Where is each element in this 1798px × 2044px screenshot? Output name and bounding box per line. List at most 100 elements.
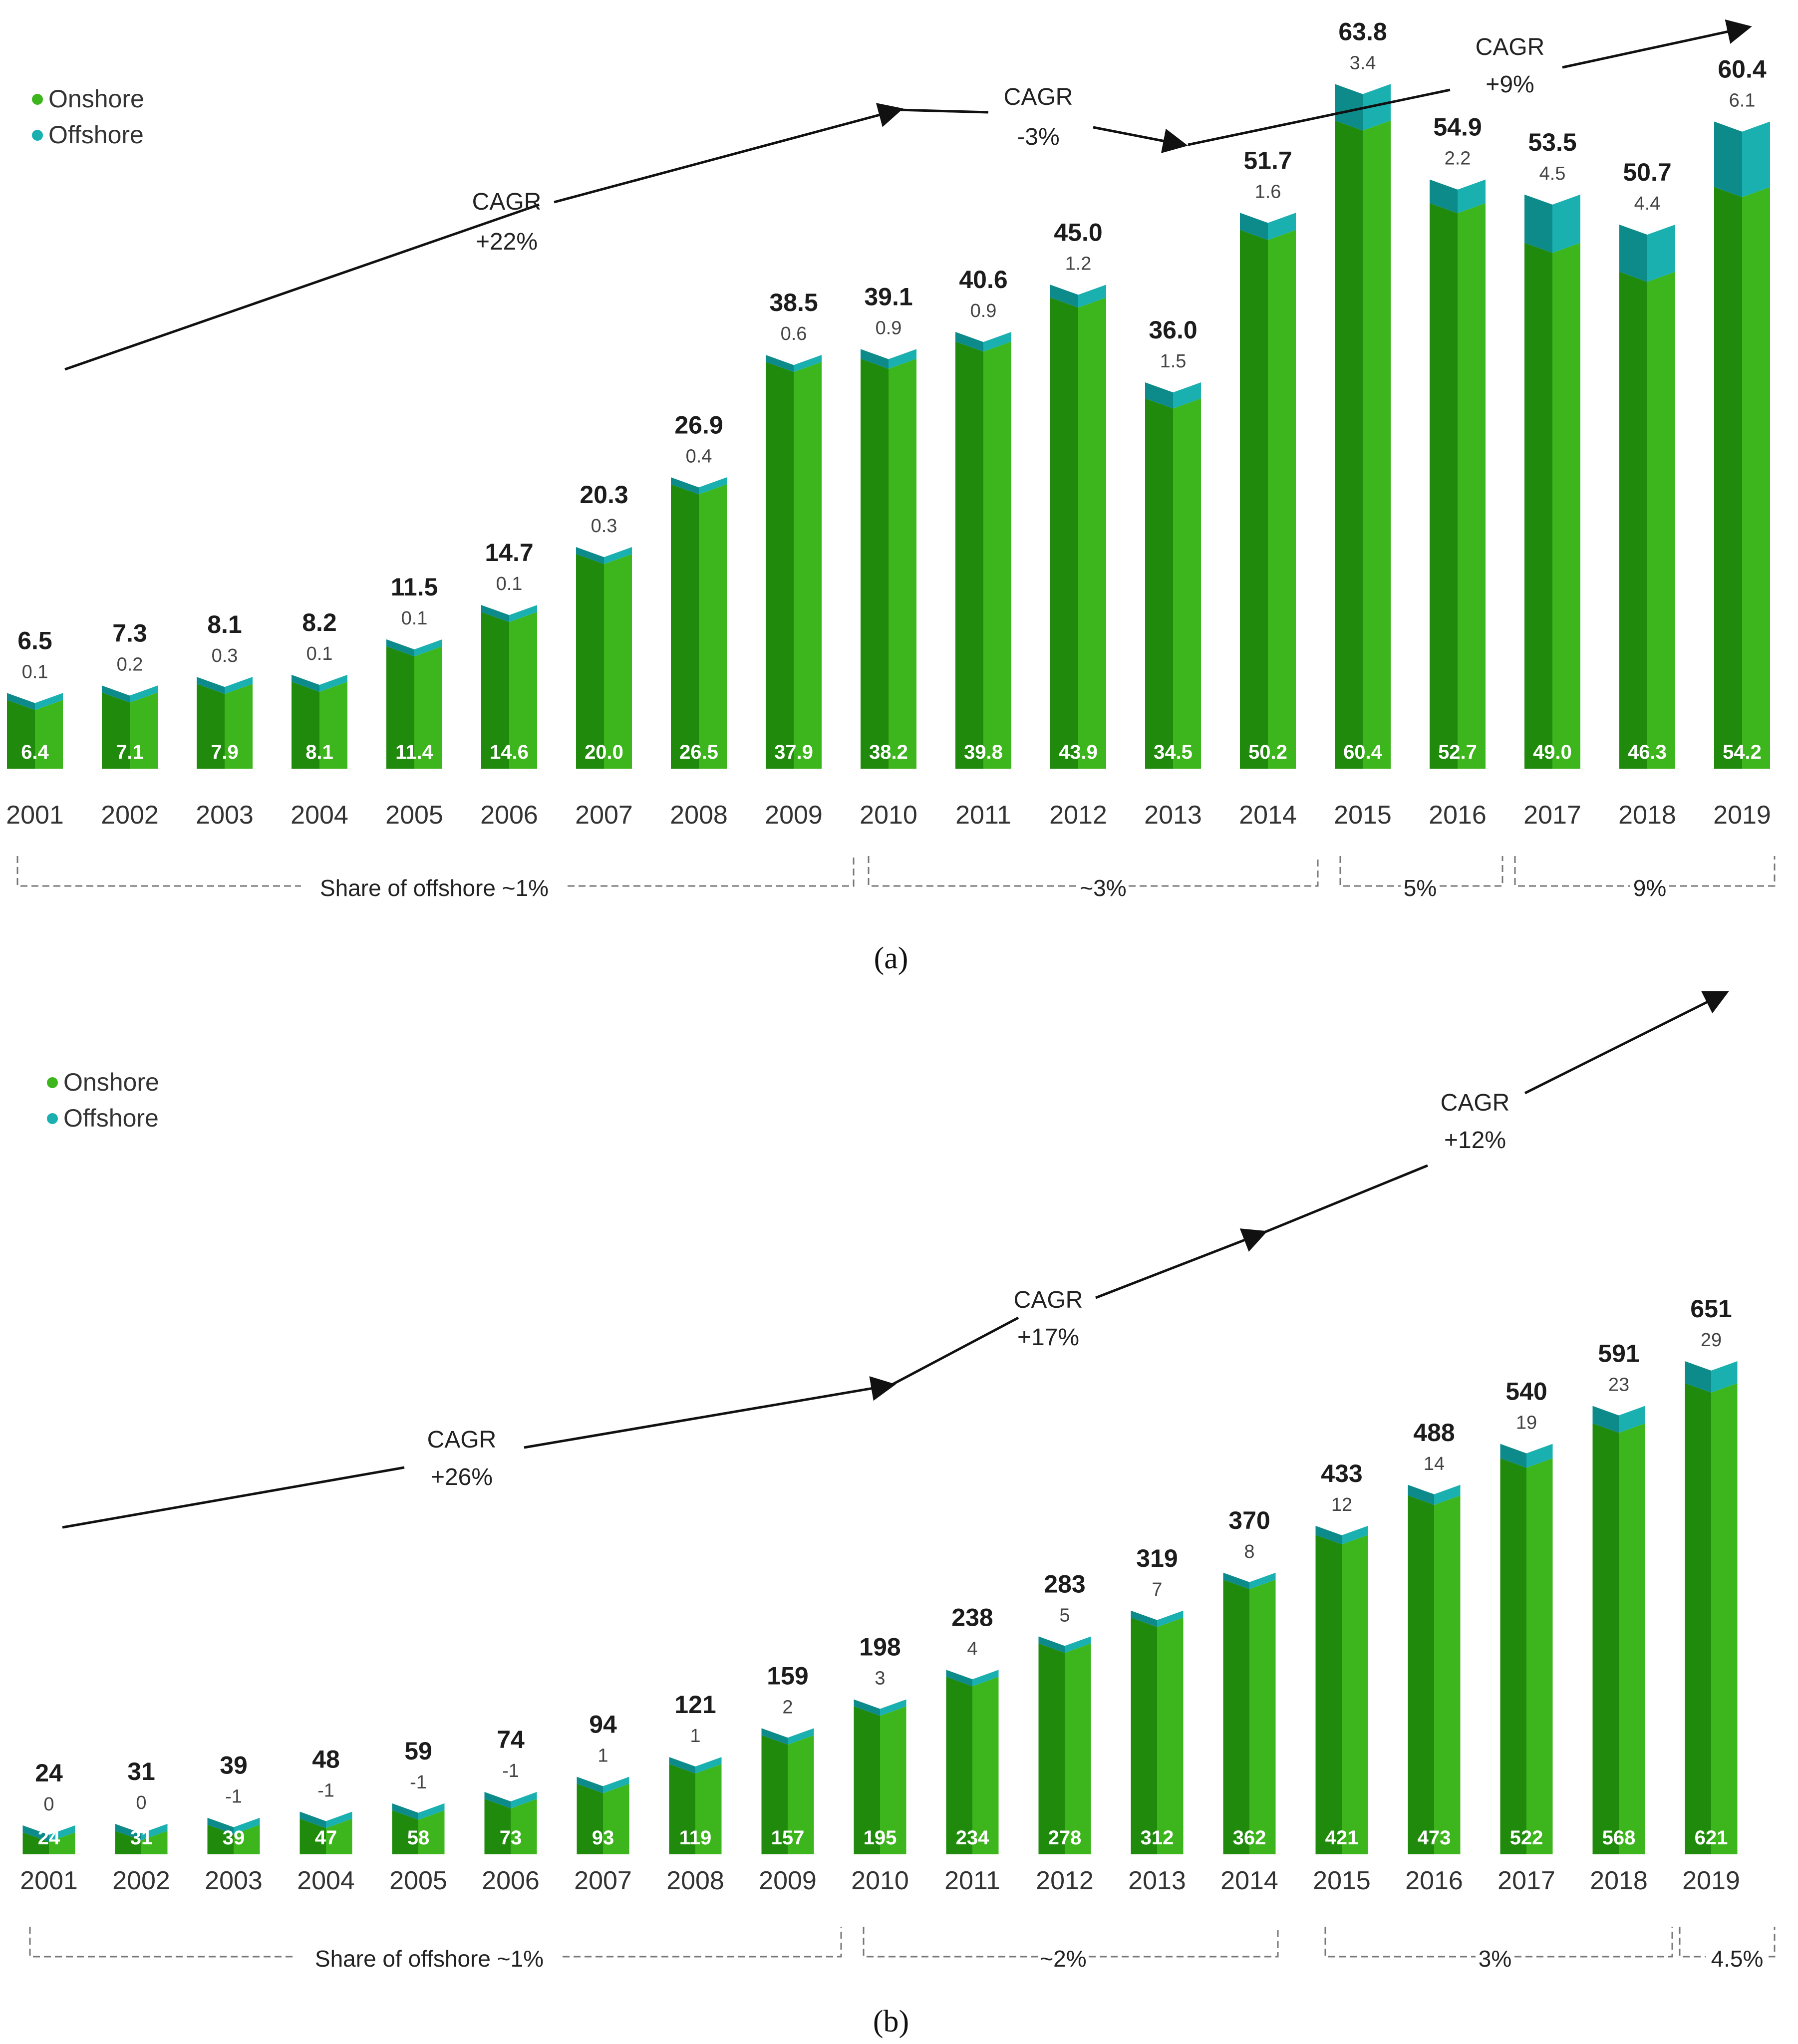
onshore-segment-right — [414, 646, 442, 769]
year-tick-label: 2012 — [1036, 1866, 1094, 1895]
offshore-value-label: 0.9 — [876, 317, 902, 338]
onshore-segment-left — [7, 700, 35, 769]
bar-2013: 312 7 319 2013 — [1128, 1544, 1186, 1895]
offshore-value-label: 2 — [782, 1697, 793, 1718]
onshore-segment-left — [1430, 203, 1458, 769]
onshore-segment-left — [671, 484, 699, 769]
cagr-arrow-segment — [1524, 991, 1729, 1095]
year-tick-label: 2005 — [389, 1866, 447, 1895]
onshore-segment-left — [300, 1818, 326, 1854]
offshore-value-label: -1 — [502, 1760, 519, 1781]
offshore-segment-left — [1685, 1361, 1711, 1393]
offshore-segment-right — [603, 1776, 629, 1793]
onshore-segment-left — [1685, 1383, 1711, 1854]
total-value-label: 74 — [497, 1726, 525, 1753]
offshore-segment-left — [766, 355, 794, 372]
onshore-segment-right — [1526, 1458, 1553, 1854]
year-tick-label: 2014 — [1220, 1866, 1278, 1895]
total-value-label: 8.2 — [302, 608, 337, 636]
year-tick-label: 2012 — [1049, 801, 1107, 830]
cagr-arrow-segment — [1262, 1164, 1428, 1234]
onshore-value-label: 11.4 — [395, 741, 433, 763]
year-tick-label: 2004 — [291, 801, 348, 830]
bar-2010: 195 3 198 2010 — [851, 1633, 909, 1895]
onshore-segment-left — [386, 646, 414, 769]
offshore-segment-left — [1714, 121, 1742, 197]
offshore-segment-right — [889, 349, 916, 369]
cagr-value: +22% — [476, 229, 538, 255]
share-bracket-line — [1324, 1927, 1673, 1958]
offshore-segment-right — [1526, 1444, 1553, 1468]
onshore-value-label: 52.7 — [1438, 741, 1477, 763]
offshore-segment-left — [1500, 1444, 1526, 1468]
offshore-value-label: 6.1 — [1729, 90, 1756, 111]
onshore-segment-right — [603, 1783, 629, 1854]
offshore-segment-right — [1157, 1610, 1184, 1627]
panel-label: (a) — [874, 941, 908, 975]
cagr-arrow-segment — [890, 1316, 1019, 1387]
share-bracket-label: ~3% — [1080, 875, 1126, 901]
bar-2002: 31 0 31 2002 — [112, 1757, 170, 1895]
onshore-segment-right — [699, 484, 727, 769]
share-bracket-line — [1339, 856, 1503, 887]
cagr-value: +26% — [431, 1464, 493, 1490]
offshore-segment-right — [35, 693, 63, 710]
total-value-label: 433 — [1321, 1460, 1362, 1487]
total-value-label: 14.7 — [485, 539, 533, 567]
year-tick-label: 2009 — [759, 1866, 817, 1895]
total-value-label: 319 — [1136, 1544, 1178, 1572]
bar-2005: 58 -1 59 2005 — [389, 1737, 447, 1895]
share-bracket-line — [1679, 1927, 1776, 1958]
year-tick-label: 2018 — [1618, 801, 1676, 830]
year-tick-label: 2011 — [944, 1866, 1000, 1895]
year-tick-label: 2003 — [196, 801, 254, 830]
bar-2004: 8.1 0.1 8.2 2004 — [291, 608, 348, 830]
total-value-label: 488 — [1413, 1419, 1455, 1447]
offshore-value-label: 0.6 — [781, 323, 807, 344]
offshore-segment-left — [300, 1811, 326, 1828]
onshore-segment-right — [1434, 1495, 1461, 1854]
cagr-arrow-segment — [1095, 1228, 1268, 1299]
onshore-value-label: 362 — [1233, 1827, 1266, 1849]
offshore-value-label: -1 — [410, 1772, 427, 1793]
total-value-label: 26.9 — [674, 411, 723, 439]
onshore-segment-left — [577, 1783, 603, 1854]
bar-2014: 50.2 1.6 51.7 2014 — [1239, 146, 1297, 830]
onshore-value-label: 38.2 — [869, 741, 908, 763]
offshore-segment-left — [1145, 382, 1173, 409]
onshore-value-label: 6.4 — [21, 741, 49, 763]
onshore-segment-left — [1038, 1643, 1065, 1854]
total-value-label: 45.0 — [1054, 218, 1102, 246]
onshore-segment-left — [1050, 297, 1078, 769]
onshore-segment-right — [418, 1810, 445, 1854]
total-value-label: 63.8 — [1338, 17, 1387, 45]
year-tick-label: 2004 — [297, 1866, 355, 1895]
offshore-segment-right — [1268, 213, 1296, 240]
offshore-segment-left — [576, 547, 604, 565]
total-value-label: 59 — [404, 1737, 432, 1765]
offshore-value-label: 29 — [1701, 1330, 1722, 1351]
onshore-segment-left — [1315, 1535, 1342, 1854]
year-tick-label: 2008 — [670, 801, 728, 830]
year-tick-label: 2009 — [765, 801, 823, 830]
year-tick-label: 2018 — [1590, 1866, 1648, 1895]
share-bracket-label: 3% — [1479, 1946, 1511, 1972]
offshore-value-label: 4.5 — [1539, 163, 1566, 184]
onshore-value-label: 312 — [1141, 1827, 1174, 1849]
onshore-segment-left — [955, 341, 983, 769]
offshore-value-label: 8 — [1244, 1541, 1254, 1562]
bar-2006: 14.6 0.1 14.7 2006 — [480, 539, 538, 830]
cagr-arrow-segment — [554, 103, 903, 204]
onshore-value-label: 8.1 — [305, 741, 333, 763]
offshore-segment-left — [197, 677, 225, 694]
year-tick-label: 2015 — [1313, 1866, 1371, 1895]
onshore-segment-right — [319, 681, 347, 769]
onshore-segment-right — [695, 1764, 722, 1854]
offshore-segment-right — [972, 1670, 999, 1687]
share-bracket-label: 5% — [1404, 875, 1437, 901]
offshore-segment-left — [1524, 194, 1552, 253]
onshore-value-label: 49.0 — [1533, 741, 1572, 763]
offshore-segment-right — [1619, 1406, 1645, 1433]
offshore-segment-left — [392, 1803, 418, 1820]
onshore-segment-right — [1647, 272, 1675, 769]
